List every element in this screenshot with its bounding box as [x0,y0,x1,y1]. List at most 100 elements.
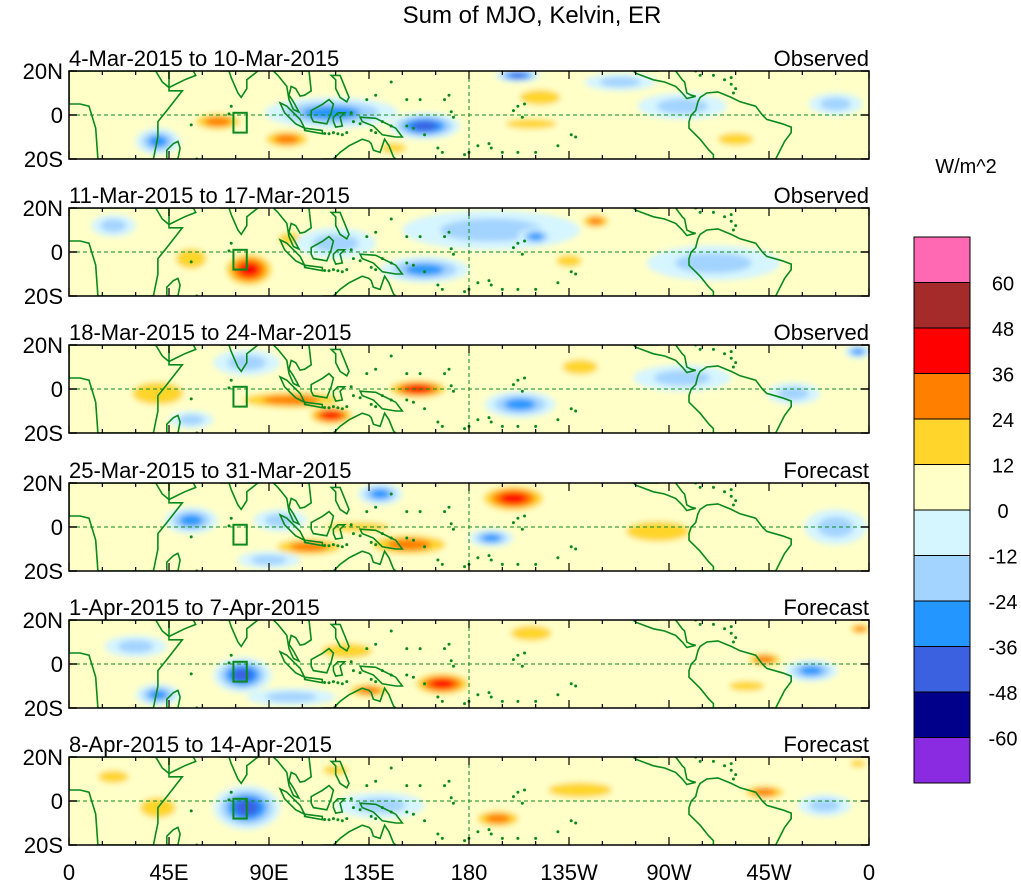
island [723,490,727,494]
colorbar-boxes [913,236,971,784]
anomaly-contour [656,98,708,114]
coastline [272,71,313,114]
island [374,543,378,547]
island [516,516,520,520]
island [351,120,355,124]
island [327,269,331,273]
island [189,672,193,676]
anomaly-contour [98,770,129,784]
island [489,420,493,424]
colorbar-level-label: 0 [997,501,1008,523]
island [489,146,493,150]
island [449,384,453,388]
coastline [303,813,324,821]
anomaly-contour [251,554,287,566]
anomaly-contour [778,387,809,400]
map-panel: 20N 0 20S 25-Mar-2015 to 31-Mar-2015 Forecas… [23,458,870,584]
panel-date-range: 18-Mar-2015 to 24-Mar-2015 [69,320,351,345]
island [227,386,231,390]
anomaly-contour [654,370,711,386]
coastline [332,524,347,540]
x-tick-label: 180 [451,860,488,885]
island [729,213,733,217]
colorbar-unit-label: W/m^2 [935,156,997,178]
island [365,510,369,514]
y-tick-label: 20N [23,196,63,221]
island [734,87,738,91]
map-panel-field [69,620,869,708]
island [389,810,393,814]
island [389,492,393,496]
panel-date-range: 25-Mar-2015 to 31-Mar-2015 [69,458,351,483]
y-tick-label: 0 [51,377,63,402]
island [734,773,738,777]
index-region-box [232,111,248,134]
island [447,367,451,371]
index-region-box [232,523,248,546]
island [516,790,520,794]
island [516,104,520,108]
anomaly-contour [354,797,406,813]
island [405,235,409,239]
coastline [303,676,324,684]
island [569,545,573,549]
island [463,839,467,843]
island [520,527,524,531]
anomaly-contour [178,414,205,425]
colorbar-box [913,418,971,465]
map-panels: 20N 0 20S 4-Mar-2015 to 10-Mar-2015 Observed… [23,46,870,858]
panel-status: Forecast [783,458,869,483]
island [516,424,520,428]
island [374,505,378,509]
coastline [303,264,324,272]
island [734,636,738,640]
y-tick-label: 0 [51,789,63,814]
colorbar-box [913,464,971,511]
island [327,132,331,136]
island [511,521,515,525]
colorbar-box [913,373,971,420]
island [523,788,527,792]
anomaly-contour [799,665,823,676]
anomaly-contour [175,248,207,269]
island [374,230,378,234]
anomaly-contour [274,134,300,144]
island [189,123,193,127]
colorbar-box [913,236,971,283]
island [440,150,444,154]
coastline [220,483,260,511]
island [345,268,349,272]
island [569,270,573,274]
island [449,659,453,663]
map-panel-field [69,345,869,433]
coastline [332,386,347,402]
island [451,389,455,393]
island [389,398,393,402]
island [229,104,233,108]
island [369,128,373,132]
island [723,764,727,768]
island [336,269,340,273]
island [405,784,409,788]
island [534,699,538,703]
colorbar-box [913,737,971,784]
island [516,378,520,382]
island [723,627,727,631]
anomaly-contour [510,625,552,641]
island [345,817,349,821]
island [336,132,340,136]
island [556,693,560,697]
island [723,352,727,356]
anomaly-contour [405,263,444,276]
map-panel: 20N 0 20S 4-Mar-2015 to 10-Mar-2015 Observed [23,46,870,172]
island [731,91,735,95]
island [369,265,373,269]
anomaly-contour [556,254,582,268]
colorbar-level-label: 60 [992,274,1014,296]
map-panel: 20N 0 20S 11-Mar-2015 to 17-Mar-2015 Observe… [23,183,870,309]
island [569,133,573,137]
panel-status: Observed [774,183,869,208]
island [574,821,578,825]
island [411,400,415,404]
coastline [272,345,313,388]
